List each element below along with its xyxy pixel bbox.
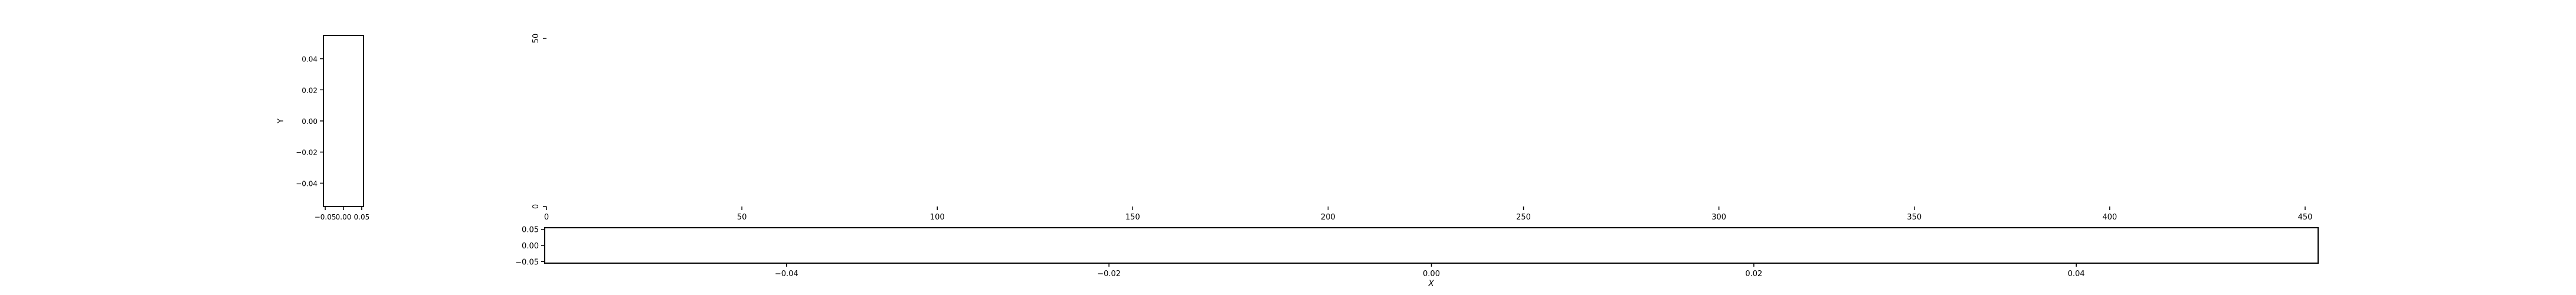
y-tick-label: 50 bbox=[532, 34, 541, 44]
y-tick-label: 0.02 bbox=[302, 86, 318, 94]
x-tick-label: −0.02 bbox=[1097, 270, 1121, 278]
x-tick-label: −0.05 bbox=[315, 213, 336, 221]
x-tick-label: 0.04 bbox=[2068, 270, 2085, 278]
y-tick-label: 0.05 bbox=[522, 226, 539, 235]
bottom-panel-x-axis-label: X bbox=[1428, 279, 1434, 289]
x-tick-label: 450 bbox=[2298, 213, 2313, 222]
left-panel-y-ticks: −0.04 −0.02 0.00 0.02 0.04 bbox=[296, 55, 323, 188]
left-panel-x-ticks: −0.05 0.00 0.05 bbox=[315, 206, 370, 221]
x-tick-label: 50 bbox=[737, 213, 747, 222]
bottom-panel-x-ticks: −0.04 −0.02 0.00 0.02 0.04 bbox=[775, 263, 2085, 278]
y-tick-label: −0.04 bbox=[296, 179, 318, 188]
y-tick-label: −0.02 bbox=[296, 149, 318, 157]
bottom-panel-y-ticks: −0.05 0.00 0.05 bbox=[515, 226, 545, 267]
y-tick-label: 0 bbox=[532, 204, 541, 209]
x-tick-label: 0.00 bbox=[1423, 270, 1440, 278]
x-tick-label: 100 bbox=[930, 213, 945, 222]
main-panel: 0 50 100 150 200 250 300 350 400 450 0 50 bbox=[532, 34, 2312, 222]
x-tick-label: 200 bbox=[1321, 213, 1336, 222]
left-panel: −0.05 0.00 0.05 −0.04−0.020.000.020.04 Y bbox=[277, 35, 369, 221]
x-tick-label: 0.00 bbox=[336, 213, 352, 221]
y-tick-label: −0.05 bbox=[515, 258, 539, 267]
x-tick-label: 0 bbox=[544, 213, 549, 222]
y-tick-label: 0.04 bbox=[302, 55, 318, 64]
y-tick-label: 0.00 bbox=[522, 242, 539, 251]
y-tick-label: 0.00 bbox=[302, 117, 318, 126]
x-tick-label: 300 bbox=[1711, 213, 1726, 222]
x-tick-label: 250 bbox=[1516, 213, 1531, 222]
left-panel-y-axis-label: Y bbox=[277, 119, 286, 124]
x-tick-label: −0.04 bbox=[775, 270, 798, 278]
bottom-panel: −0.04 −0.02 0.00 0.02 0.04 −0.05 0.00 0.05 X bbox=[515, 226, 2319, 289]
x-tick-label: 0.02 bbox=[1745, 270, 1762, 278]
x-tick-label: 150 bbox=[1125, 213, 1140, 222]
x-tick-label: 0.05 bbox=[354, 213, 370, 221]
main-panel-x-ticks: 0 50 100 150 200 250 300 350 400 450 bbox=[544, 206, 2313, 222]
x-tick-label: 350 bbox=[1907, 213, 1922, 222]
x-tick-label: 400 bbox=[2102, 213, 2117, 222]
main-panel-y-ticks: 0 50 bbox=[532, 34, 546, 209]
